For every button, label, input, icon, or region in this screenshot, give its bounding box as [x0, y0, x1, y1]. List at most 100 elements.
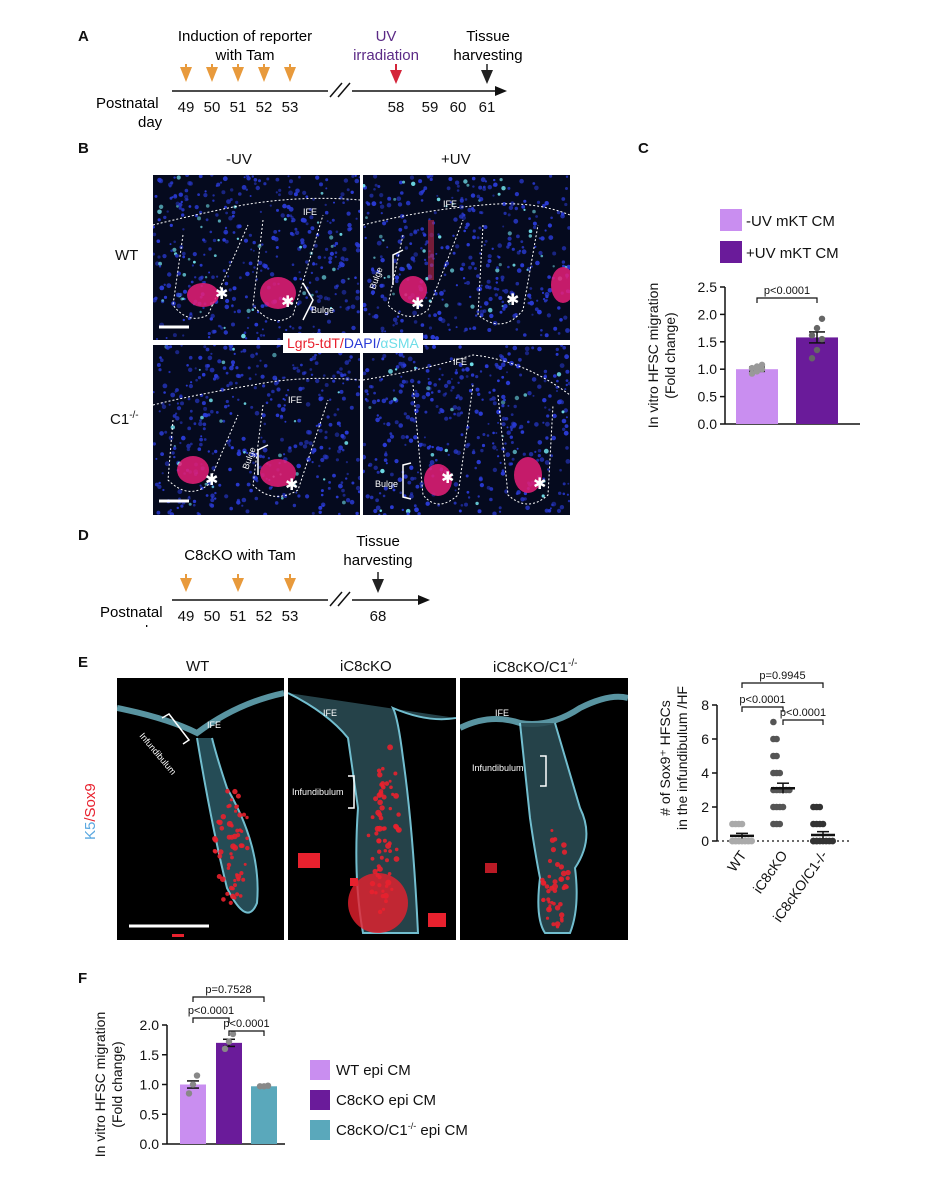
dapi-nucleus	[309, 306, 314, 311]
dapi-nucleus	[320, 457, 325, 463]
dapi-nucleus	[547, 275, 551, 279]
dapi-nucleus	[466, 442, 471, 447]
dapi-nucleus	[484, 180, 487, 183]
dapi-nucleus	[347, 277, 350, 280]
dapi-nucleus	[278, 326, 281, 329]
k5-follicle	[287, 692, 457, 934]
dapi-nucleus	[448, 328, 451, 331]
dapi-nucleus	[448, 416, 452, 420]
panel-d-timeline: C8cKO with Tam Tissue harvesting Postnat…	[100, 533, 430, 627]
dapi-nucleus	[342, 247, 347, 252]
dapi-nucleus	[215, 213, 219, 217]
dapi-nucleus	[404, 380, 409, 384]
dapi-nucleus	[250, 405, 254, 409]
infundibulum-bracket	[161, 713, 191, 745]
y-axis-label-line: (Fold change)	[109, 1041, 125, 1127]
dapi-nucleus	[514, 192, 519, 197]
dapi-nucleus	[506, 430, 511, 435]
dapi-nucleus	[318, 464, 321, 468]
dapi-nucleus	[357, 475, 360, 481]
dapi-nucleus	[269, 204, 272, 207]
dapi-nucleus	[534, 245, 537, 248]
dapi-nucleus	[363, 371, 367, 376]
y-tick-label: 0.0	[140, 1136, 160, 1152]
sox9-nucleus	[554, 905, 561, 911]
dapi-nucleus	[451, 196, 454, 199]
dapi-nucleus	[478, 185, 483, 190]
dapi-nucleus	[288, 186, 291, 189]
data-point	[748, 370, 756, 377]
dapi-nucleus	[515, 363, 521, 369]
harvest-arrow-icon	[481, 70, 493, 84]
dapi-nucleus	[400, 191, 404, 195]
dapi-nucleus	[216, 182, 221, 187]
dapi-nucleus	[280, 414, 283, 418]
dapi-nucleus	[559, 505, 565, 510]
bar	[180, 1084, 206, 1144]
dapi-nucleus	[420, 442, 424, 447]
dapi-nucleus	[466, 243, 470, 247]
dapi-nucleus	[507, 236, 512, 241]
dapi-nucleus	[355, 248, 360, 253]
dapi-nucleus	[553, 374, 557, 378]
dapi-nucleus	[460, 433, 464, 437]
dapi-nucleus	[223, 326, 226, 329]
dapi-nucleus	[459, 375, 464, 380]
dapi-nucleus	[368, 462, 373, 467]
dapi-nucleus	[563, 408, 568, 413]
dapi-nucleus	[243, 238, 249, 243]
dapi-nucleus	[437, 233, 440, 236]
dapi-nucleus	[231, 210, 236, 215]
dapi-nucleus	[255, 352, 258, 356]
dapi-nucleus	[236, 237, 240, 240]
dapi-nucleus	[262, 334, 266, 337]
dapi-nucleus	[190, 381, 193, 384]
data-point	[221, 1045, 229, 1052]
dapi-nucleus	[212, 377, 217, 381]
dapi-nucleus	[178, 206, 182, 210]
dapi-nucleus	[414, 389, 418, 393]
dapi-nucleus	[548, 235, 554, 240]
dapi-nucleus	[233, 352, 236, 355]
sox9-nucleus	[393, 771, 398, 776]
dapi-nucleus	[476, 274, 480, 278]
dapi-nucleus	[253, 386, 257, 390]
dapi-nucleus	[254, 410, 260, 416]
dapi-nucleus	[238, 192, 242, 196]
dapi-nucleus	[380, 212, 383, 215]
dapi-nucleus	[185, 384, 188, 387]
dapi-nucleus	[478, 226, 482, 230]
sox9-cells	[172, 934, 184, 937]
dapi-nucleus	[262, 384, 266, 388]
dapi-nucleus	[187, 397, 191, 401]
sox9-nucleus	[218, 849, 224, 855]
day-tick-label: 49	[178, 608, 195, 625]
data-point	[770, 718, 777, 726]
dapi-nucleus	[356, 457, 360, 462]
dapi-nucleus	[433, 383, 437, 387]
sox9-nucleus	[230, 855, 234, 860]
dapi-nucleus	[514, 313, 518, 317]
dapi-nucleus	[465, 367, 470, 372]
dapi-nucleus	[298, 326, 302, 330]
day-tick-label: 53	[282, 608, 299, 625]
dapi-nucleus	[479, 483, 484, 488]
dapi-nucleus	[537, 384, 542, 389]
dapi-nucleus	[308, 281, 312, 284]
dapi-nucleus	[209, 230, 213, 234]
sox9-nucleus	[245, 815, 249, 820]
dapi-nucleus	[472, 326, 477, 330]
sox9-cells	[298, 853, 320, 868]
dapi-nucleus	[289, 214, 293, 217]
sox9-nucleus	[396, 812, 401, 817]
dapi-nucleus	[389, 434, 395, 439]
harvest-label-line1: Tissue	[356, 533, 400, 550]
dapi-nucleus	[276, 208, 279, 212]
dapi-nucleus	[493, 287, 497, 291]
tam-arrow-icon	[284, 67, 296, 82]
dapi-nucleus	[300, 363, 303, 367]
p-value-label: p<0.0001	[739, 694, 785, 706]
sox9-nucleus	[220, 814, 226, 820]
dapi-nucleus	[337, 391, 340, 394]
sox9-nucleus	[387, 872, 392, 876]
